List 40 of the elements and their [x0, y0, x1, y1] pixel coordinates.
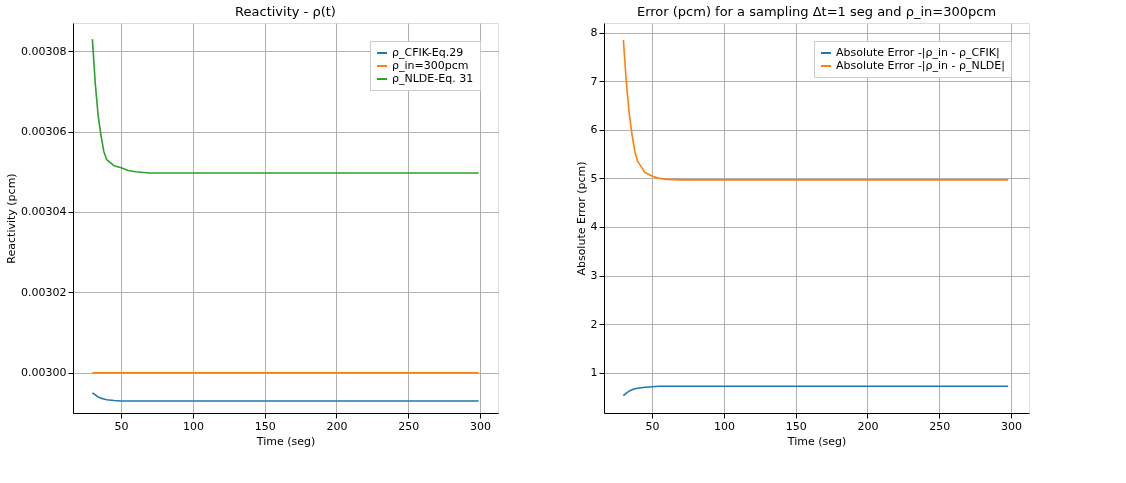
x-tick-label: 300	[1001, 419, 1023, 433]
x-tick-label: 150	[785, 419, 807, 433]
legend-label: Absolute Error -|ρ_in - ρ_NLDE|	[836, 59, 1005, 72]
line-series	[91, 392, 480, 402]
x-tick-label: 50	[114, 419, 129, 433]
y-tick-label: 1	[590, 366, 598, 380]
x-tick-label: 250	[398, 419, 420, 433]
y-axis-title: Absolute Error (pcm)	[574, 161, 588, 276]
x-axis-title: Time (seg)	[786, 434, 847, 448]
y-tick-label: 7	[590, 74, 598, 88]
y-tick-label: 6	[590, 123, 598, 137]
line-series	[91, 38, 480, 174]
chart-title: Error (pcm) for a sampling Δt=1 seg and ρ_in=300pcm	[636, 4, 997, 19]
x-tick-label: 250	[929, 419, 951, 433]
y-tick-label: 3	[590, 269, 598, 283]
y-tick-label: 5	[590, 171, 598, 185]
y-tick-label: 8	[590, 26, 598, 40]
chart-title: Reactivity - ρ(t)	[235, 4, 336, 19]
x-tick-label: 100	[182, 419, 204, 433]
y-tick-label: 4	[590, 220, 598, 234]
line-series	[622, 385, 1009, 397]
legend-label: Absolute Error -|ρ_in - ρ_CFIK|	[836, 46, 1000, 59]
y-tick-label: 0.00308	[21, 44, 67, 58]
legend-label: ρ_CFIK-Eq.29	[392, 46, 464, 59]
x-tick-label: 100	[713, 419, 735, 433]
x-tick-label: 300	[470, 419, 492, 433]
line-series	[622, 39, 1009, 181]
legend-label: ρ_in=300pcm	[392, 59, 469, 72]
y-tick-label: 2	[590, 317, 598, 331]
x-axis-title: Time (seg)	[255, 434, 316, 448]
x-tick-label: 200	[326, 419, 348, 433]
y-axis-title: Reactivity (pcm)	[5, 173, 19, 264]
x-tick-label: 150	[254, 419, 276, 433]
y-tick-label: 0.00306	[21, 125, 67, 139]
y-tick-label: 0.00302	[21, 285, 67, 299]
legend-label: ρ_NLDE-Eq. 31	[392, 72, 474, 85]
x-tick-label: 50	[645, 419, 660, 433]
y-tick-label: 0.00300	[21, 366, 67, 380]
y-tick-label: 0.00304	[21, 205, 67, 219]
x-tick-label: 200	[857, 419, 879, 433]
